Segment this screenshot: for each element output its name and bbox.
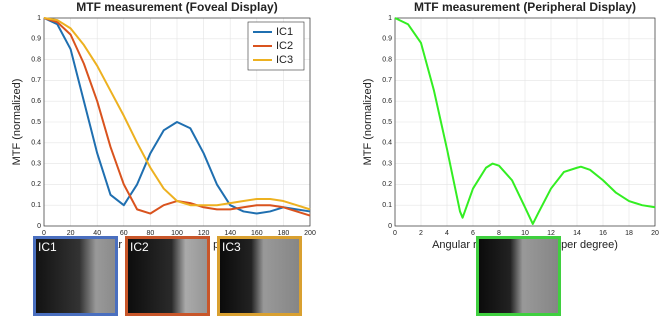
legend-label: IC2 — [276, 40, 293, 52]
thumbnail-image — [217, 236, 302, 316]
y-tick-label: 0.2 — [31, 181, 41, 188]
thumbnail-label: IC3 — [222, 240, 241, 254]
x-tick-label: 4 — [445, 230, 449, 237]
x-tick-label: 12 — [547, 230, 555, 237]
x-tick-label: 0 — [393, 230, 397, 237]
y-tick-label: 0.8 — [382, 56, 392, 63]
y-tick-label: 0.9 — [31, 36, 41, 43]
y-tick-label: 0.1 — [31, 202, 41, 209]
x-tick-label: 0 — [42, 230, 46, 237]
legend-label: IC3 — [276, 54, 293, 66]
y-tick-label: 1 — [388, 15, 392, 22]
x-tick-label: 160 — [251, 230, 263, 237]
y-axis-label: MTF (normalized) — [11, 79, 23, 166]
y-tick-label: 0.4 — [31, 140, 41, 147]
y-tick-label: 0.4 — [382, 140, 392, 147]
x-tick-label: 2 — [419, 230, 423, 237]
y-tick-label: 0 — [37, 223, 41, 230]
x-tick-label: 60 — [120, 230, 128, 237]
y-tick-label: 0.5 — [382, 119, 392, 126]
y-tick-label: 0.3 — [31, 160, 41, 167]
x-tick-label: 140 — [224, 230, 236, 237]
x-tick-label: 16 — [599, 230, 607, 237]
x-tick-label: 6 — [471, 230, 475, 237]
data-line — [43, 17, 311, 211]
data-line — [43, 17, 311, 215]
y-tick-label: 0.6 — [382, 98, 392, 105]
data-line — [394, 17, 656, 225]
y-tick-label: 0.9 — [382, 36, 392, 43]
y-tick-label: 0.3 — [382, 160, 392, 167]
y-axis-label: MTF (normalized) — [362, 79, 374, 166]
chart-title: MTF measurement (Peripheral Display) — [414, 0, 636, 14]
thumbnail-image — [33, 236, 118, 316]
legend-label: IC1 — [276, 26, 293, 38]
y-tick-label: 0.1 — [382, 202, 392, 209]
x-tick-label: 20 — [67, 230, 75, 237]
x-tick-label: 200 — [304, 230, 316, 237]
x-tick-label: 180 — [278, 230, 290, 237]
y-tick-label: 0 — [388, 223, 392, 230]
y-tick-label: 0.8 — [31, 56, 41, 63]
plot-frame — [394, 17, 656, 227]
x-tick-label: 40 — [93, 230, 101, 237]
thumbnail-image — [476, 236, 561, 316]
y-tick-label: 0.5 — [31, 119, 41, 126]
x-tick-label: 14 — [573, 230, 581, 237]
plot-frame — [43, 17, 311, 227]
y-tick-label: 0.7 — [31, 77, 41, 84]
x-tick-label: 10 — [521, 230, 529, 237]
x-tick-label: 80 — [147, 230, 155, 237]
thumbnail-label: IC2 — [130, 240, 149, 254]
chart-title: MTF measurement (Foveal Display) — [76, 0, 277, 14]
x-tick-label: 8 — [497, 230, 501, 237]
y-tick-label: 0.2 — [382, 181, 392, 188]
x-tick-label: 100 — [171, 230, 183, 237]
x-tick-label: 120 — [198, 230, 210, 237]
y-tick-label: 0.6 — [31, 98, 41, 105]
y-tick-label: 1 — [37, 15, 41, 22]
x-tick-label: 18 — [625, 230, 633, 237]
thumbnail-label: IC1 — [38, 240, 57, 254]
x-tick-label: 20 — [651, 230, 659, 237]
y-tick-label: 0.7 — [382, 77, 392, 84]
thumbnail-image — [125, 236, 210, 316]
